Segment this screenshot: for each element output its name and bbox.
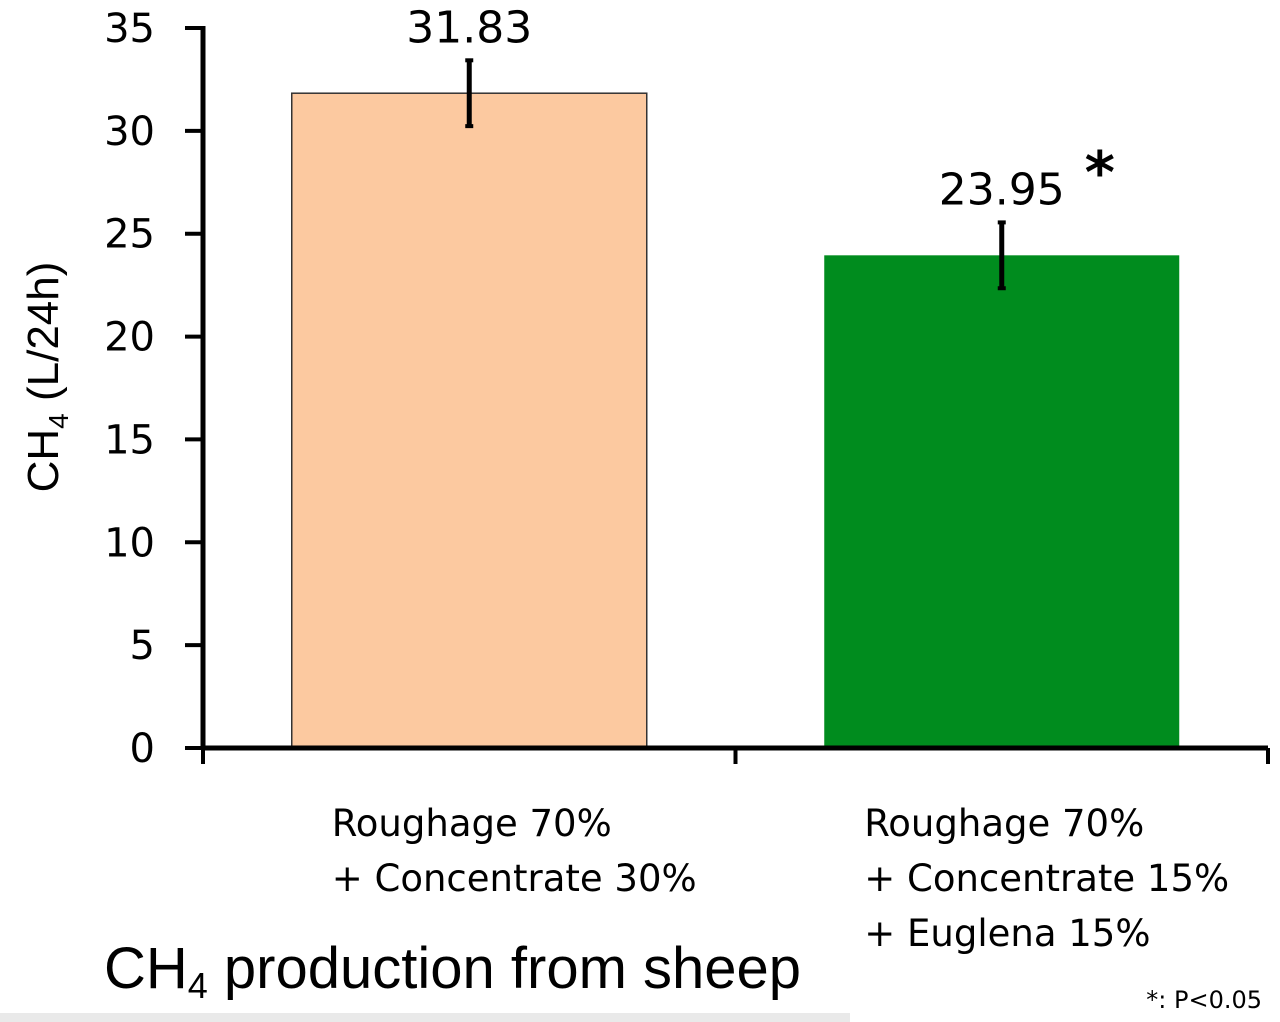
y-tick-label: 10	[104, 520, 155, 566]
y-tick-label: 25	[104, 212, 155, 258]
bar-chart: 0 5 10 15 20 25 30 35 31.83 Roughage 70% + Concen…	[19, 2, 1270, 955]
x-tick-label: + Euglena 15%	[864, 912, 1150, 955]
bottom-strip	[0, 1013, 850, 1022]
bar	[824, 255, 1180, 749]
y-tick-label: 20	[104, 315, 155, 361]
y-axis-label: CH4 (L/24h)	[19, 262, 74, 493]
data-label: 23.95	[939, 164, 1065, 215]
data-label: 31.83	[406, 2, 532, 53]
x-tick-label: + Concentrate 30%	[332, 857, 697, 900]
y-tick-label: 0	[130, 726, 155, 772]
x-tick-label: Roughage 70%	[864, 802, 1144, 845]
y-tick-label: 30	[104, 109, 155, 155]
y-tick-label: 15	[104, 417, 155, 463]
x-tick-label: Roughage 70%	[332, 802, 612, 845]
significance-marker: *	[1085, 138, 1115, 206]
significance-footnote: *: P<0.05	[1146, 986, 1262, 1014]
bar	[291, 92, 648, 749]
x-tick-label: + Concentrate 15%	[864, 857, 1229, 900]
chart-title: CH4 production from sheep	[104, 936, 802, 1006]
y-tick-label: 5	[130, 623, 155, 669]
y-tick-label: 35	[104, 6, 155, 52]
